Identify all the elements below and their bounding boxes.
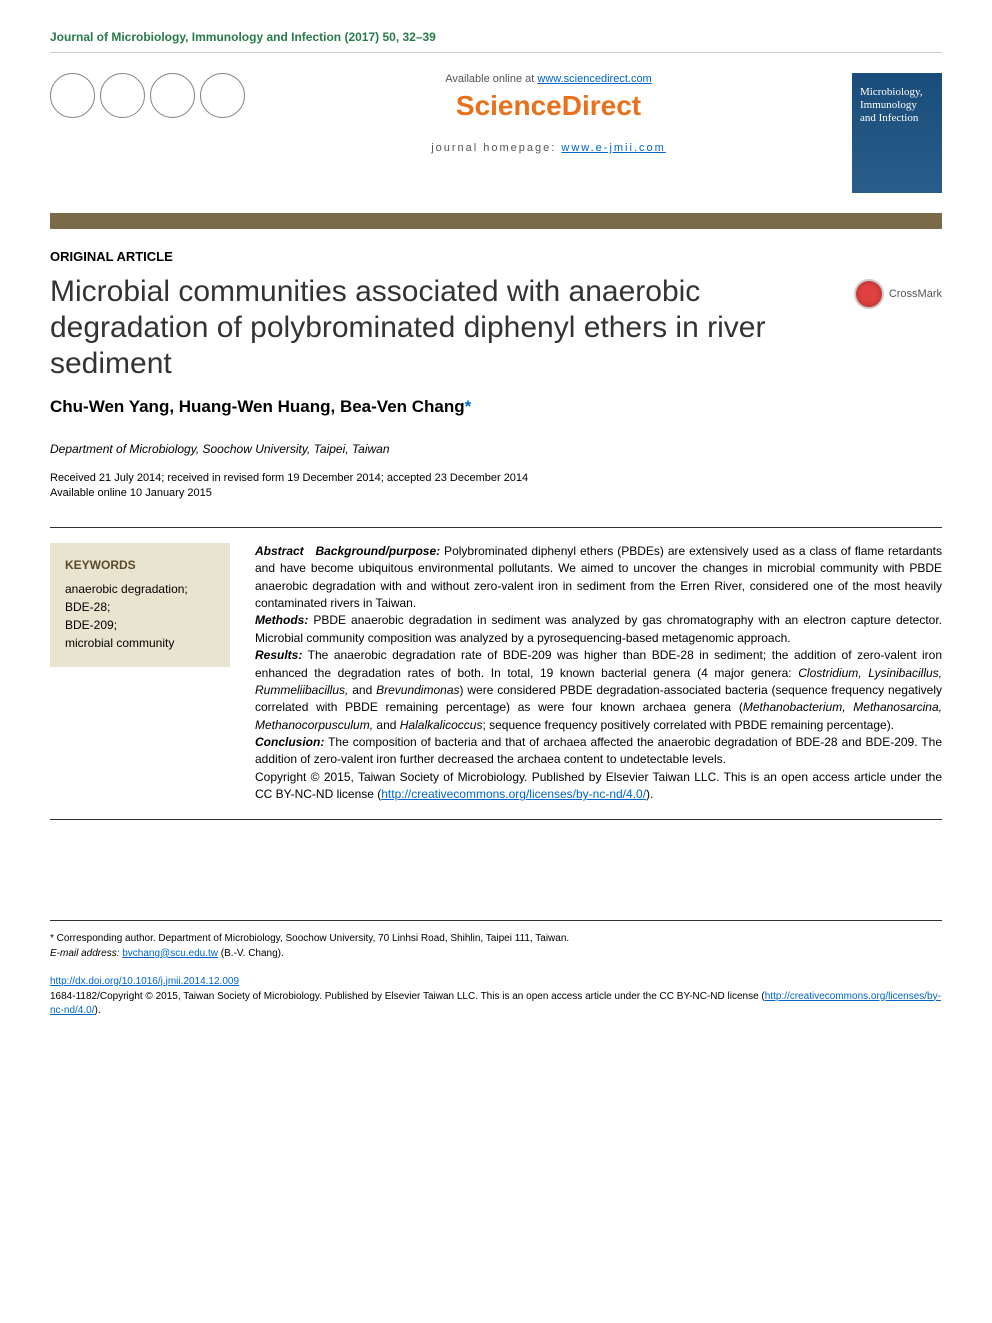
- article-title: Microbial communities associated with an…: [50, 274, 834, 382]
- genera-4: Halalkalicoccus: [400, 718, 483, 732]
- doi-link[interactable]: http://dx.doi.org/10.1016/j.jmii.2014.12…: [50, 976, 239, 987]
- society-logo-2: [100, 73, 145, 118]
- license-link[interactable]: http://creativecommons.org/licenses/by-n…: [381, 787, 646, 801]
- sciencedirect-header: Available online at www.sciencedirect.co…: [50, 63, 942, 203]
- society-logo-3: [150, 73, 195, 118]
- conclusion-text: The composition of bacteria and that of …: [255, 735, 942, 766]
- affiliation: Department of Microbiology, Soochow Univ…: [50, 442, 942, 456]
- abstract-label: Abstract: [255, 544, 304, 558]
- authors-list: Chu-Wen Yang, Huang-Wen Huang, Bea-Ven C…: [50, 397, 942, 417]
- conclusion-label: Conclusion:: [255, 735, 324, 749]
- genera-2: Brevundimonas: [376, 683, 459, 697]
- keywords-heading: KEYWORDS: [65, 558, 215, 572]
- title-row: Microbial communities associated with an…: [50, 274, 942, 397]
- background-label: Background/purpose:: [315, 544, 440, 558]
- footer-copyright: 1684-1182/Copyright © 2015, Taiwan Socie…: [50, 990, 942, 1018]
- homepage-label: journal homepage:: [431, 142, 561, 154]
- journal-citation: Journal of Microbiology, Immunology and …: [50, 30, 942, 53]
- methods-label: Methods:: [255, 613, 308, 627]
- abstract-section: KEYWORDS anaerobic degradation; BDE-28; …: [50, 527, 942, 820]
- available-label: Available online at: [445, 73, 537, 85]
- available-online-text: Available online at www.sciencedirect.co…: [265, 73, 832, 85]
- results-label: Results:: [255, 648, 302, 662]
- keywords-box: KEYWORDS anaerobic degradation; BDE-28; …: [50, 543, 230, 667]
- corresponding-author: * Corresponding author. Department of Mi…: [50, 931, 942, 961]
- abstract-text: Abstract Background/purpose: Polybromina…: [255, 543, 942, 804]
- received-dates: Received 21 July 2014; received in revis…: [50, 472, 528, 484]
- journal-homepage: journal homepage: www.e-jmii.com: [265, 142, 832, 154]
- footer-separator: [50, 920, 942, 921]
- society-logo-1: [50, 73, 95, 118]
- crossmark-icon: [854, 279, 884, 309]
- email-link[interactable]: bvchang@scu.edu.tw: [122, 948, 218, 959]
- email-label: E-mail address:: [50, 948, 122, 959]
- journal-cover-image: Microbiology, Immunology and Infection: [852, 73, 942, 193]
- society-logo-4: [200, 73, 245, 118]
- email-name: (B.-V. Chang).: [218, 948, 284, 959]
- footer-copyright-text: 1684-1182/Copyright © 2015, Taiwan Socie…: [50, 991, 765, 1002]
- sciencedirect-url-link[interactable]: www.sciencedirect.com: [537, 73, 651, 85]
- separator-bar: [50, 213, 942, 229]
- crossmark-badge[interactable]: CrossMark: [854, 274, 942, 314]
- crossmark-label: CrossMark: [889, 288, 942, 300]
- methods-text: PBDE anaerobic degradation in sediment w…: [255, 613, 942, 644]
- publication-dates: Received 21 July 2014; received in revis…: [50, 471, 942, 502]
- corresponding-asterisk: *: [465, 397, 472, 416]
- society-logos: [50, 73, 245, 118]
- cover-title: Microbiology, Immunology and Infection: [860, 86, 934, 126]
- sciencedirect-center: Available online at www.sciencedirect.co…: [265, 73, 832, 154]
- journal-homepage-link[interactable]: www.e-jmii.com: [561, 142, 665, 154]
- sciencedirect-logo: ScienceDirect: [265, 90, 832, 122]
- corresponding-label: * Corresponding author. Department of Mi…: [50, 933, 569, 944]
- available-date: Available online 10 January 2015: [50, 487, 212, 499]
- doi: http://dx.doi.org/10.1016/j.jmii.2014.12…: [50, 976, 942, 987]
- keywords-list: anaerobic degradation; BDE-28; BDE-209; …: [65, 580, 215, 652]
- article-type-label: ORIGINAL ARTICLE: [50, 249, 942, 264]
